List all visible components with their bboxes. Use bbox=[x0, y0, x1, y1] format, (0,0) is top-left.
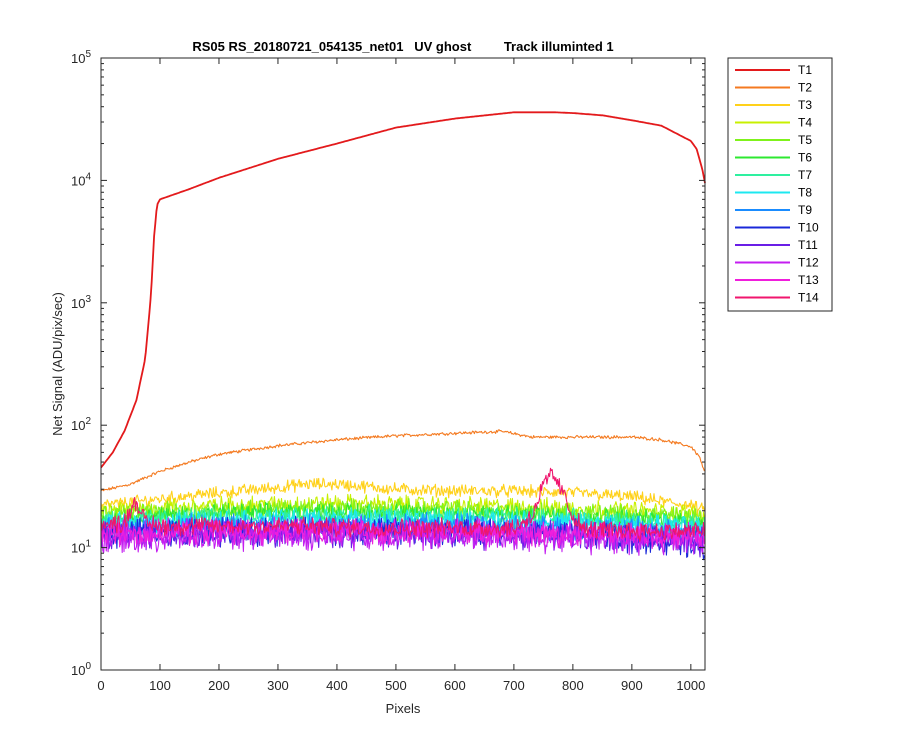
y-axis-label: Net Signal (ADU/pix/sec) bbox=[50, 292, 65, 436]
legend-label-t7: T7 bbox=[798, 168, 812, 182]
legend-label-t4: T4 bbox=[798, 116, 812, 130]
y-tick-label: 100 bbox=[71, 661, 91, 678]
legend-label-t8: T8 bbox=[798, 186, 812, 200]
legend-label-t6: T6 bbox=[798, 151, 812, 165]
x-tick-label: 0 bbox=[97, 678, 104, 693]
series-group bbox=[100, 111, 706, 561]
series-line-t14 bbox=[100, 467, 705, 542]
x-tick-label: 900 bbox=[621, 678, 643, 693]
x-axis: 0 100 200 300 400 500 600 700 800 900 1000 bbox=[97, 58, 705, 693]
y-tick-label: 101 bbox=[71, 539, 91, 556]
legend-label-t14: T14 bbox=[798, 291, 819, 305]
legend-label-t9: T9 bbox=[798, 203, 812, 217]
plot-area bbox=[101, 58, 705, 670]
y-axis: 100 101 102 103 104 105 bbox=[71, 49, 705, 678]
y-tick-label: 104 bbox=[71, 171, 91, 188]
x-axis-label: Pixels bbox=[386, 701, 421, 716]
x-tick-label: 700 bbox=[503, 678, 525, 693]
series-line-t3 bbox=[100, 477, 705, 515]
x-tick-label: 500 bbox=[385, 678, 407, 693]
legend: T1 T2 T3 T4 T5 T6 T7 T8 T9 T10 T11 T12 T13 T14 bbox=[727, 57, 833, 312]
legend-label-t1: T1 bbox=[798, 63, 812, 77]
chart-title: RS05 RS_20180721_054135_net01 UV ghost T… bbox=[192, 39, 613, 54]
series-line-t2 bbox=[100, 429, 705, 492]
x-tick-label: 400 bbox=[326, 678, 348, 693]
x-tick-label: 200 bbox=[208, 678, 230, 693]
y-tick-label: 103 bbox=[71, 294, 91, 311]
series-line-t4 bbox=[100, 493, 705, 525]
legend-label-t5: T5 bbox=[798, 133, 812, 147]
y-tick-label: 102 bbox=[71, 416, 91, 433]
legend-box bbox=[727, 57, 833, 312]
axes-frame bbox=[100, 57, 706, 671]
x-tick-label: 800 bbox=[562, 678, 584, 693]
series-line-t1 bbox=[100, 111, 706, 469]
legend-label-t10: T10 bbox=[798, 221, 819, 235]
x-tick-label: 1000 bbox=[676, 678, 705, 693]
x-tick-label: 600 bbox=[444, 678, 466, 693]
x-tick-label: 100 bbox=[149, 678, 171, 693]
legend-label-t13: T13 bbox=[798, 273, 819, 287]
legend-label-t3: T3 bbox=[798, 98, 812, 112]
x-tick-label: 300 bbox=[267, 678, 289, 693]
legend-label-t12: T12 bbox=[798, 256, 819, 270]
legend-label-t2: T2 bbox=[798, 81, 812, 95]
y-tick-label: 105 bbox=[71, 49, 91, 66]
legend-label-t11: T11 bbox=[798, 238, 818, 252]
